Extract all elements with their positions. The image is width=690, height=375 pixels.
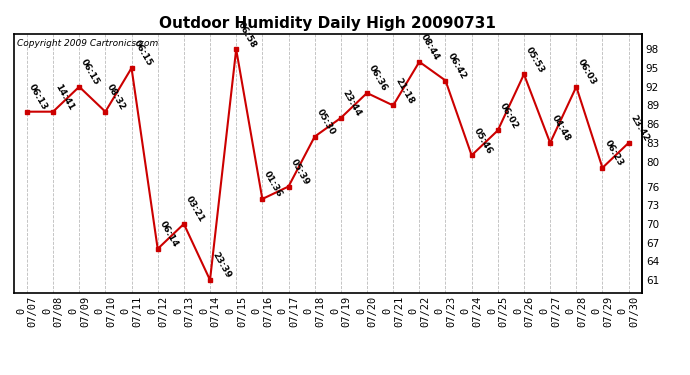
Text: 06:36: 06:36 (367, 64, 389, 93)
Title: Outdoor Humidity Daily High 20090731: Outdoor Humidity Daily High 20090731 (159, 16, 496, 31)
Text: 06:42: 06:42 (446, 51, 468, 81)
Text: 04:48: 04:48 (550, 114, 572, 143)
Text: 06:14: 06:14 (158, 220, 180, 249)
Text: 05:39: 05:39 (288, 157, 311, 186)
Text: 08:32: 08:32 (106, 82, 128, 112)
Text: 06:03: 06:03 (576, 58, 598, 87)
Text: 06:15: 06:15 (132, 39, 154, 68)
Text: Copyright 2009 Cartronics.com: Copyright 2009 Cartronics.com (17, 39, 158, 48)
Text: 06:15: 06:15 (79, 58, 101, 87)
Text: 03:21: 03:21 (184, 195, 206, 224)
Text: 05:46: 05:46 (472, 126, 494, 155)
Text: 23:44: 23:44 (341, 88, 363, 118)
Text: 21:18: 21:18 (393, 76, 415, 105)
Text: 23:39: 23:39 (210, 251, 233, 280)
Text: 01:36: 01:36 (262, 170, 284, 199)
Text: 23:42: 23:42 (629, 114, 651, 143)
Text: 06:13: 06:13 (27, 82, 49, 112)
Text: 05:53: 05:53 (524, 45, 546, 74)
Text: 06:23: 06:23 (602, 139, 624, 168)
Text: 06:02: 06:02 (497, 101, 520, 130)
Text: 08:44: 08:44 (420, 32, 442, 62)
Text: 06:58: 06:58 (236, 20, 258, 50)
Text: 14:41: 14:41 (53, 82, 75, 112)
Text: 05:30: 05:30 (315, 108, 337, 136)
